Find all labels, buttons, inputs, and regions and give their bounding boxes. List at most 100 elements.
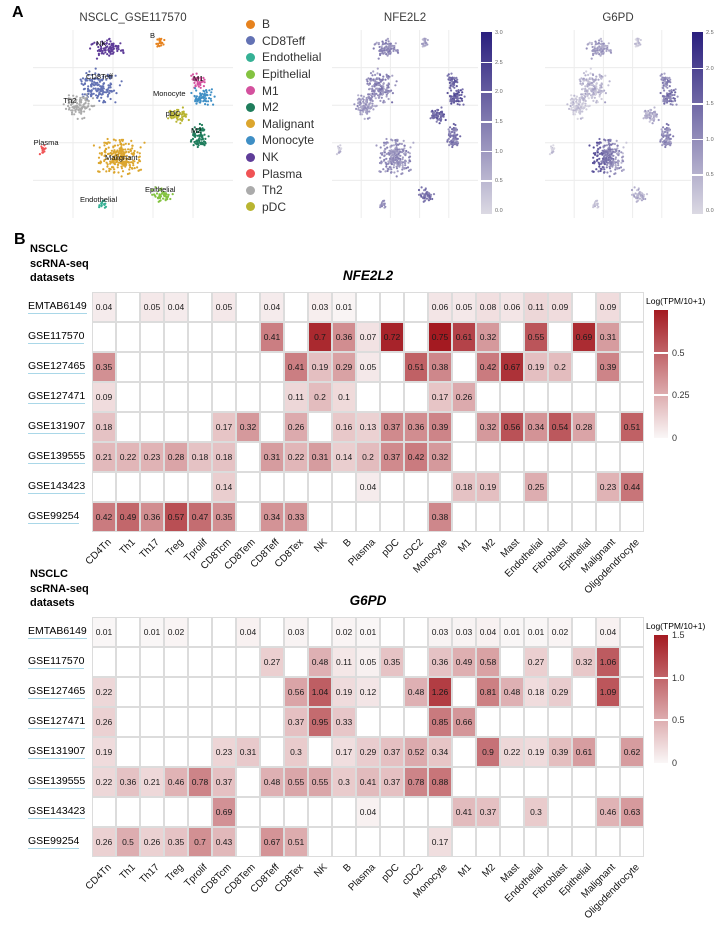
- heatmap-cell: 0.01: [332, 292, 356, 322]
- heatmap-cell: [164, 412, 188, 442]
- heatmap-cell: [620, 707, 644, 737]
- umap-point: [446, 74, 449, 77]
- umap-point: [205, 100, 208, 103]
- umap-point: [86, 87, 90, 90]
- umap-point: [614, 166, 617, 169]
- heatmap-cell: 0.11: [332, 647, 356, 677]
- heatmap-cell: [476, 707, 500, 737]
- umap-point: [432, 114, 435, 117]
- heatmap-cell: [92, 647, 116, 677]
- umap-point: [380, 162, 383, 165]
- umap-point: [594, 93, 597, 96]
- umap-point: [453, 93, 456, 96]
- umap-point: [664, 144, 667, 147]
- umap-point: [122, 164, 125, 167]
- umap-point: [198, 82, 201, 85]
- heatmap-cell: [140, 707, 164, 737]
- cluster-label-th2: Th2: [63, 96, 77, 106]
- colorbar-notch: [481, 91, 492, 93]
- heatmap-cell: 0.05: [356, 352, 380, 382]
- heatmap-cell: [332, 502, 356, 532]
- umap-point: [364, 103, 367, 106]
- umap-point: [662, 84, 665, 87]
- colorbar-tick-label: 1.5: [706, 101, 714, 108]
- umap-point: [650, 108, 653, 112]
- umap-point: [456, 103, 459, 106]
- umap-point: [599, 54, 602, 57]
- colorbar-tick-label: 1.0: [672, 672, 685, 683]
- umap-point: [588, 81, 591, 84]
- umap-point: [639, 43, 642, 46]
- umap-point: [110, 149, 113, 152]
- umap-point: [613, 142, 616, 146]
- heatmap-colorbar-title: Log(TPM/10+1): [646, 621, 706, 631]
- umap-point: [617, 164, 620, 167]
- umap-point: [593, 79, 596, 82]
- umap-point: [437, 108, 440, 112]
- umap-point: [600, 77, 603, 80]
- umap-point: [613, 148, 616, 151]
- umap-point: [393, 44, 396, 48]
- umap-point: [591, 73, 594, 76]
- umap-point: [381, 201, 384, 204]
- dataset-label: GSE117570: [28, 655, 85, 669]
- umap-point: [593, 96, 596, 99]
- heatmap-cell: 0.08: [476, 292, 500, 322]
- umap-point: [392, 163, 396, 166]
- heatmap-cell: [140, 412, 164, 442]
- umap-point: [455, 85, 458, 88]
- umap-point: [367, 93, 370, 96]
- umap-point: [209, 97, 212, 100]
- umap-point: [672, 135, 675, 138]
- umap-point: [640, 198, 643, 201]
- umap-point: [191, 128, 194, 131]
- umap-point: [378, 49, 381, 52]
- umap-point: [671, 103, 674, 106]
- umap-point: [598, 141, 602, 144]
- heatmap-cell: [308, 827, 332, 857]
- umap-point: [206, 103, 209, 106]
- umap-point: [448, 81, 451, 84]
- umap-point: [98, 206, 101, 209]
- umap-point: [106, 53, 109, 56]
- umap-point: [417, 188, 421, 192]
- umap-point: [366, 110, 369, 113]
- umap-point: [95, 94, 98, 97]
- umap-point: [592, 88, 595, 91]
- umap-point: [361, 109, 364, 112]
- umap-point: [91, 73, 94, 76]
- umap-point: [94, 77, 97, 80]
- umap-point: [367, 83, 370, 86]
- umap-point: [100, 153, 103, 156]
- umap-point: [143, 141, 146, 144]
- umap-point: [151, 188, 154, 192]
- umap-point: [606, 152, 609, 155]
- heatmap-cell: [404, 322, 428, 352]
- umap-point: [665, 85, 668, 88]
- umap-point: [596, 154, 599, 158]
- colorbar-tick-label: 0.5: [672, 347, 685, 358]
- heatmap-cell: [308, 737, 332, 767]
- umap-point: [203, 133, 206, 136]
- umap-point: [577, 103, 580, 106]
- heatmap-cell: 0.3: [524, 797, 548, 827]
- umap-point: [609, 139, 612, 142]
- legend-dot-icon: [246, 86, 255, 96]
- umap-point: [388, 90, 392, 93]
- umap-point: [359, 113, 362, 116]
- umap-point: [639, 194, 643, 197]
- umap-point: [182, 111, 185, 114]
- umap-point: [451, 128, 454, 131]
- heatmap-cell: [596, 442, 620, 472]
- umap-point: [566, 103, 569, 106]
- umap-point: [375, 41, 378, 44]
- umap-point: [204, 141, 207, 144]
- colorbar-tick-label: 3.0: [495, 30, 503, 36]
- umap-point: [102, 101, 105, 104]
- umap-point: [587, 78, 590, 81]
- panel-a-label: A: [12, 4, 24, 21]
- umap-point: [601, 149, 604, 152]
- umap-point: [384, 46, 387, 49]
- umap-point: [395, 146, 398, 149]
- umap-point: [408, 159, 411, 162]
